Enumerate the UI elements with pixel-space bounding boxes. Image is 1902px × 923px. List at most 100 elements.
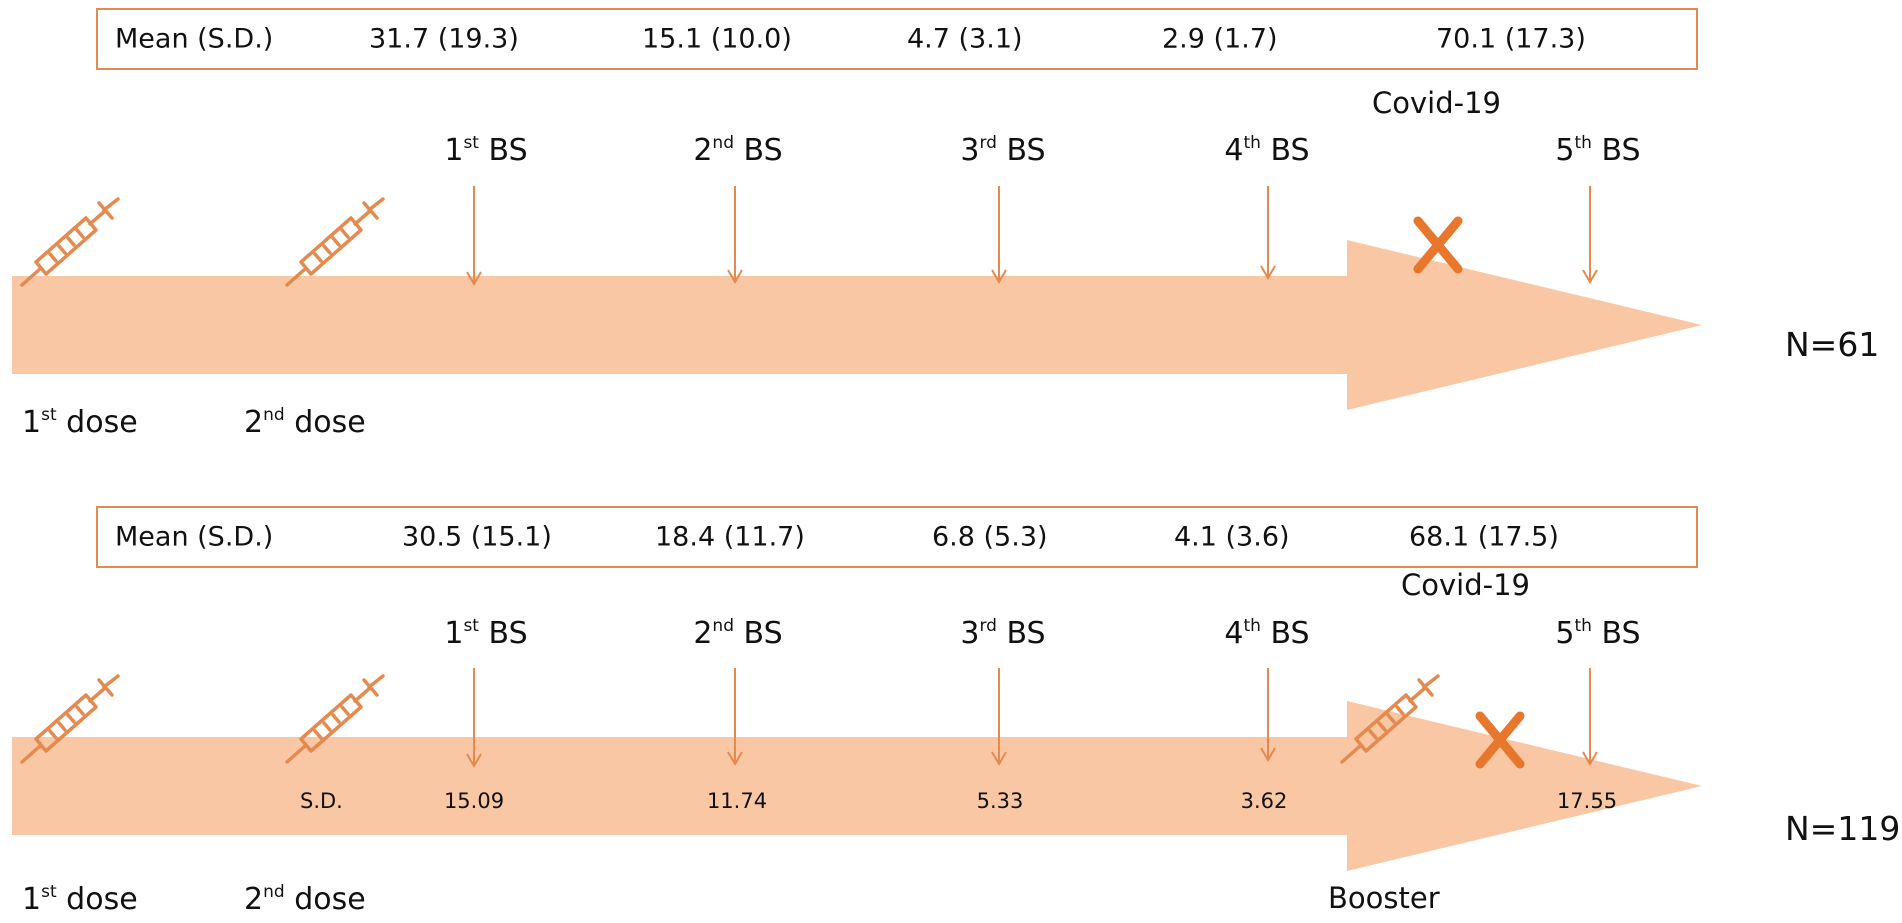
booster-label: Booster	[1328, 881, 1440, 915]
timeline-panel-bottom: Mean (S.D.) 30.5 (15.1) 18.4 (11.7) 6.8 …	[0, 461, 1902, 923]
bs-text: BS	[1006, 616, 1046, 651]
mean-sd-label: Mean (S.D.)	[115, 521, 274, 553]
bs-suffix: nd	[712, 133, 735, 153]
syringe-icon	[1340, 674, 1440, 764]
bs-suffix: th	[1243, 616, 1261, 636]
dose-num: 1	[22, 405, 42, 440]
down-arrow-icon	[466, 668, 482, 768]
bs-suffix: rd	[979, 133, 997, 153]
bs-text: BS	[743, 133, 783, 168]
sample-size-label: N=119	[1785, 809, 1901, 848]
mean-value-1st-bs: 30.5 (15.1)	[402, 521, 552, 553]
sd-value-1st-bs: 15.09	[443, 789, 505, 813]
bs-suffix: th	[1574, 133, 1592, 153]
bs-text: BS	[1270, 133, 1310, 168]
dose-suffix: st	[41, 882, 57, 902]
mean-sd-box: Mean (S.D.) 30.5 (15.1) 18.4 (11.7) 6.8 …	[96, 506, 1698, 568]
bs-suffix: th	[1574, 616, 1592, 636]
mean-value-3rd-bs: 4.7 (3.1)	[907, 23, 1023, 55]
dose-suffix: st	[41, 405, 57, 425]
down-arrow-icon	[1260, 668, 1276, 762]
sd-value-4th-bs: 3.62	[1240, 789, 1288, 813]
down-arrow-icon	[991, 668, 1007, 766]
bs-2-label: 2nd BS	[693, 616, 782, 651]
bs-suffix: nd	[712, 616, 735, 636]
bs-num: 1	[444, 133, 464, 168]
bs-num: 3	[960, 133, 980, 168]
sd-value-2nd-bs: 11.74	[706, 789, 768, 813]
bs-text: BS	[1006, 133, 1046, 168]
bs-num: 4	[1224, 616, 1244, 651]
bs-num: 5	[1555, 616, 1575, 651]
bs-num: 1	[444, 616, 464, 651]
mean-value-2nd-bs: 15.1 (10.0)	[642, 23, 792, 55]
mean-value-4th-bs: 2.9 (1.7)	[1162, 23, 1278, 55]
bs-text: BS	[1270, 616, 1310, 651]
sd-value-5th-bs: 17.55	[1556, 789, 1618, 813]
mean-value-1st-bs: 31.7 (19.3)	[369, 23, 519, 55]
sd-value-3rd-bs: 5.33	[976, 789, 1024, 813]
bs-num: 4	[1224, 133, 1244, 168]
bs-2-label: 2nd BS	[693, 133, 782, 168]
bs-3-label: 3rd BS	[960, 616, 1045, 651]
down-arrow-icon	[1582, 668, 1598, 766]
syringe-icon	[285, 197, 385, 287]
dose-text: dose	[66, 405, 138, 440]
sd-label: S.D.	[300, 789, 343, 813]
bs-3-label: 3rd BS	[960, 133, 1045, 168]
bs-num: 2	[693, 133, 713, 168]
timeline-arrow-band	[12, 701, 1702, 871]
mean-value-5th-bs: 70.1 (17.3)	[1436, 23, 1586, 55]
syringe-icon	[20, 674, 120, 764]
mean-sd-label: Mean (S.D.)	[115, 23, 274, 55]
bs-num: 2	[693, 616, 713, 651]
dose-1-label: 1st dose	[22, 405, 138, 440]
cross-icon	[1475, 711, 1525, 769]
bs-text: BS	[1601, 616, 1641, 651]
dose-num: 2	[244, 882, 264, 917]
bs-4-label: 4th BS	[1224, 616, 1309, 651]
timeline-panel-top: Mean (S.D.) 31.7 (19.3) 15.1 (10.0) 4.7 …	[12, 8, 1880, 440]
bs-suffix: st	[463, 133, 479, 153]
bs-num: 3	[960, 616, 980, 651]
bs-text: BS	[488, 133, 528, 168]
dose-1-label: 1st dose	[22, 882, 138, 917]
bs-suffix: th	[1243, 133, 1261, 153]
dose-suffix: nd	[263, 405, 285, 425]
timeline-arrow-band	[12, 240, 1702, 410]
down-arrow-icon	[727, 668, 743, 766]
down-arrow-icon	[991, 186, 1007, 284]
bs-text: BS	[488, 616, 528, 651]
bs-5-label: 5th BS	[1555, 616, 1640, 651]
dose-2-label: 2nd dose	[244, 882, 366, 917]
sample-size-label: N=61	[1785, 325, 1880, 364]
bs-text: BS	[743, 616, 783, 651]
down-arrow-icon	[466, 186, 482, 286]
down-arrow-icon	[1582, 186, 1598, 284]
covid-19-label: Covid-19	[1401, 568, 1530, 602]
bs-num: 5	[1555, 133, 1575, 168]
syringe-icon	[20, 197, 120, 287]
mean-sd-box: Mean (S.D.) 31.7 (19.3) 15.1 (10.0) 4.7 …	[96, 8, 1698, 70]
dose-text: dose	[294, 882, 366, 917]
syringe-icon	[285, 674, 385, 764]
bs-4-label: 4th BS	[1224, 133, 1309, 168]
bs-suffix: rd	[979, 616, 997, 636]
down-arrow-icon	[727, 186, 743, 284]
cross-icon	[1413, 216, 1463, 274]
down-arrow-icon	[1260, 186, 1276, 280]
bs-text: BS	[1601, 133, 1641, 168]
mean-value-3rd-bs: 6.8 (5.3)	[932, 521, 1048, 553]
mean-value-2nd-bs: 18.4 (11.7)	[655, 521, 805, 553]
bs-suffix: st	[463, 616, 479, 636]
dose-text: dose	[294, 405, 366, 440]
mean-value-4th-bs: 4.1 (3.6)	[1174, 521, 1290, 553]
dose-suffix: nd	[263, 882, 285, 902]
covid-19-label: Covid-19	[1372, 86, 1501, 120]
dose-2-label: 2nd dose	[244, 405, 366, 440]
bs-5-label: 5th BS	[1555, 133, 1640, 168]
bs-1-label: 1st BS	[444, 616, 527, 651]
dose-num: 2	[244, 405, 264, 440]
dose-text: dose	[66, 882, 138, 917]
mean-value-5th-bs: 68.1 (17.5)	[1409, 521, 1559, 553]
